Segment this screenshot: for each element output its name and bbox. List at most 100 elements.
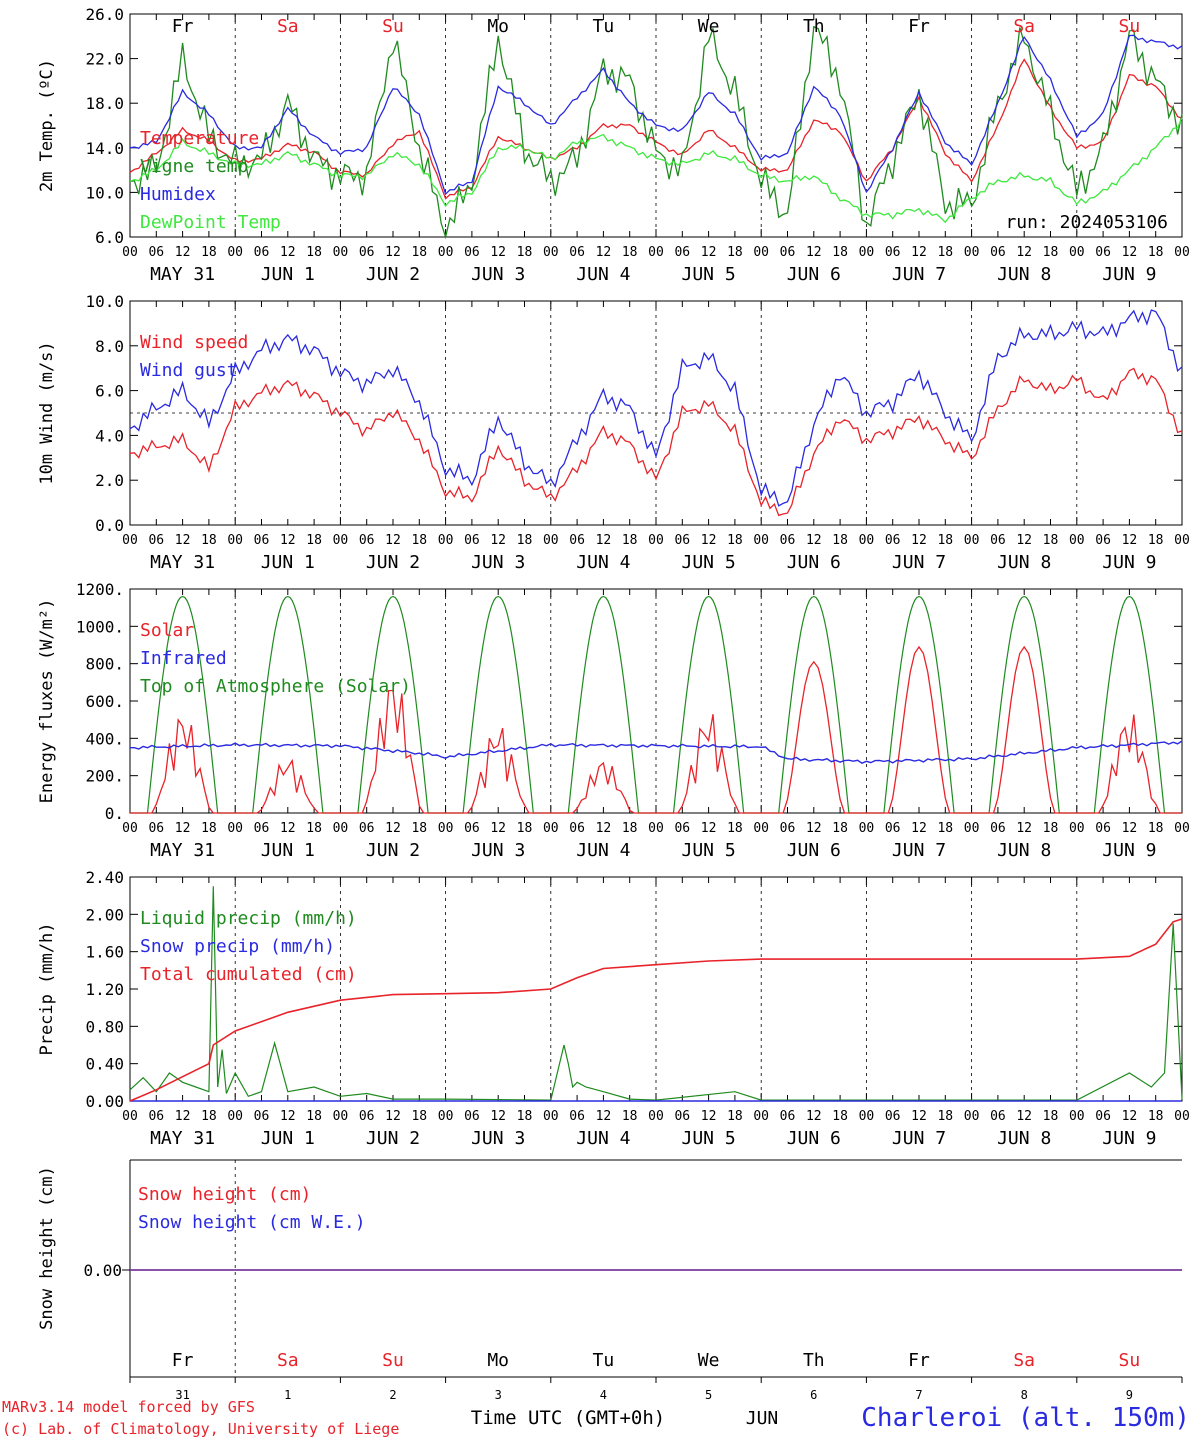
hour-tick-label: 18 [1043,1109,1059,1124]
hour-tick-label: 18 [411,821,427,836]
hour-tick-label: 06 [674,533,690,548]
hour-tick-label: 18 [411,533,427,548]
hour-tick-label: 18 [1148,1109,1164,1124]
legend-entry: Snow precip (mm/h) [140,936,335,957]
date-label: JUN 2 [366,840,420,861]
day-number-label: 8 [1021,1388,1028,1402]
hour-tick-label: 12 [911,245,927,260]
hour-tick-label: 12 [280,1109,296,1124]
hour-tick-label: 18 [937,245,953,260]
hour-tick-label: 06 [148,1109,164,1124]
hour-tick-label: 12 [175,1109,191,1124]
hour-tick-label: 00 [1069,821,1085,836]
hour-tick-label: 12 [1122,245,1138,260]
hour-tick-label: 06 [359,1109,375,1124]
hour-tick-label: 06 [885,821,901,836]
hour-tick-label: 06 [885,1109,901,1124]
hour-tick-label: 06 [780,245,796,260]
y-tick-label: 0.00 [83,1261,122,1280]
date-label: MAY 31 [150,552,215,573]
hour-tick-label: 12 [911,821,927,836]
wind-ylabel: 10m Wind (m/s) [37,341,57,484]
weekday-label: Fr [172,16,194,37]
hour-tick-label: 18 [1043,533,1059,548]
y-tick-label: 200. [85,767,124,786]
hour-tick-label: 12 [806,533,822,548]
y-tick-label: 8.0 [95,337,124,356]
hour-tick-label: 12 [385,821,401,836]
temp-series-line [129,34,1183,196]
hour-tick-label: 06 [1095,1109,1111,1124]
infrared-line [130,740,1183,764]
hour-tick-label: 12 [490,245,506,260]
hour-tick-label: 00 [964,533,980,548]
y-tick-label: 4.0 [95,426,124,445]
legend-entry: Total cumulated (cm) [140,964,357,985]
y-tick-label: 22.0 [85,50,124,69]
date-label: JUN 8 [997,840,1051,861]
legend-entry: Solar [140,620,194,641]
hour-tick-label: 12 [385,245,401,260]
hour-tick-label: 00 [438,245,454,260]
hour-tick-label: 06 [464,1109,480,1124]
date-label: JUN 3 [471,552,525,573]
hour-tick-label: 00 [1174,245,1190,260]
hour-tick-label: 12 [701,245,717,260]
y-tick-label: 0.0 [95,516,124,535]
weekday-label: Sa [277,16,299,37]
hour-tick-label: 00 [122,245,138,260]
hour-tick-label: 00 [1069,245,1085,260]
hour-tick-label: 00 [333,1109,349,1124]
hour-tick-label: 12 [806,1109,822,1124]
y-tick-label: 14.0 [85,139,124,158]
hour-tick-label: 18 [517,245,533,260]
y-tick-label: 0.00 [85,1092,124,1111]
date-label: JUN 5 [682,1128,736,1149]
month-label: JUN [746,1408,779,1429]
date-label: JUN 8 [997,264,1051,285]
hour-tick-label: 12 [280,533,296,548]
hour-tick-label: 18 [727,245,743,260]
date-label: JUN 9 [1102,1128,1156,1149]
hour-tick-label: 18 [832,533,848,548]
weekday-label: We [698,16,720,37]
date-label: JUN 5 [682,552,736,573]
hour-tick-label: 06 [359,245,375,260]
date-label: JUN 7 [892,840,946,861]
hour-tick-label: 00 [753,821,769,836]
hour-tick-label: 18 [727,1109,743,1124]
date-label: JUN 3 [471,264,525,285]
hour-tick-label: 18 [1043,821,1059,836]
hour-tick-label: 06 [464,245,480,260]
hour-tick-label: 00 [122,821,138,836]
hour-tick-label: 12 [596,533,612,548]
weekday-label: Su [382,1350,404,1371]
hour-tick-label: 18 [622,1109,638,1124]
hour-tick-label: 18 [306,821,322,836]
hour-tick-label: 00 [859,1109,875,1124]
hour-tick-label: 06 [148,533,164,548]
y-tick-label: 2.0 [95,471,124,490]
date-label: JUN 3 [471,840,525,861]
date-label: MAY 31 [150,264,215,285]
weekday-label: Su [382,16,404,37]
hour-tick-label: 00 [964,1109,980,1124]
legend-entry: Humidex [140,184,216,205]
hour-tick-label: 06 [148,245,164,260]
date-label: JUN 1 [261,840,315,861]
hour-tick-label: 00 [333,245,349,260]
credit-line-1: MARv3.14 model forced by GFS [2,1398,255,1416]
hour-tick-label: 18 [411,245,427,260]
cumulated-precip-line [129,918,1183,1102]
hour-tick-label: 18 [832,821,848,836]
date-label: JUN 4 [576,264,630,285]
hour-tick-label: 06 [990,533,1006,548]
hour-tick-label: 06 [359,533,375,548]
day-number-label: 4 [600,1388,607,1402]
weekday-label: Sa [1013,16,1035,37]
weekday-label: Su [1119,1350,1141,1371]
hour-tick-label: 00 [122,1109,138,1124]
hour-tick-label: 18 [937,1109,953,1124]
legend-entry: Liquid precip (mm/h) [140,908,357,929]
hour-tick-label: 12 [701,1109,717,1124]
